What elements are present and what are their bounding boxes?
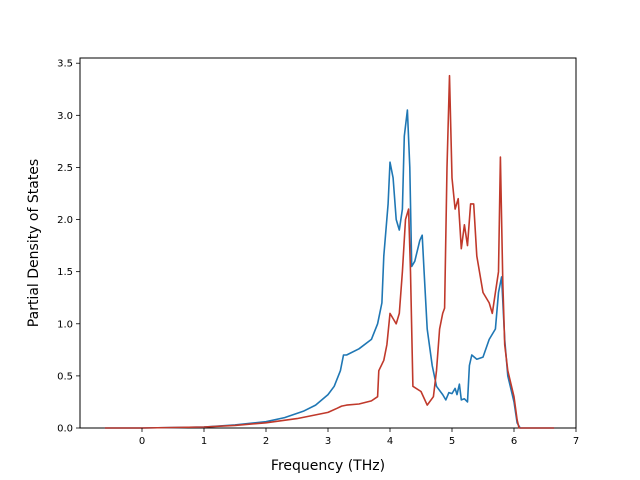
- series-layer: [104, 74, 555, 429]
- x-tick-label: 5: [449, 436, 455, 447]
- y-axis-label: Partial Density of States: [26, 159, 42, 327]
- x-tick-label: 4: [387, 436, 393, 447]
- y-tick-label: 3.0: [57, 111, 73, 122]
- y-tick-label: 2.5: [57, 163, 73, 174]
- x-tick-label: 1: [201, 436, 207, 447]
- x-tick-label: 0: [139, 436, 145, 447]
- x-axis-ticks: 0 1 2 3 4 5 6 7: [139, 428, 579, 447]
- x-tick-label: 2: [263, 436, 269, 447]
- y-tick-label: 2.0: [57, 215, 73, 226]
- y-tick-label: 1.5: [57, 267, 73, 278]
- y-tick-label: 0.0: [57, 424, 73, 435]
- series-line-1: [104, 109, 555, 429]
- x-axis-label: Frequency (THz): [271, 458, 385, 474]
- x-tick-label: 7: [573, 436, 579, 447]
- y-tick-label: 0.5: [57, 371, 73, 382]
- x-tick-label: 6: [511, 436, 517, 447]
- series-line-2: [104, 74, 555, 429]
- x-tick-label: 3: [325, 436, 331, 447]
- y-tick-label: 1.0: [57, 319, 73, 330]
- y-tick-label: 3.5: [57, 59, 73, 70]
- y-axis-ticks: 0.0 0.5 1.0 1.5 2.0 2.5 3.0 3.5: [57, 59, 80, 435]
